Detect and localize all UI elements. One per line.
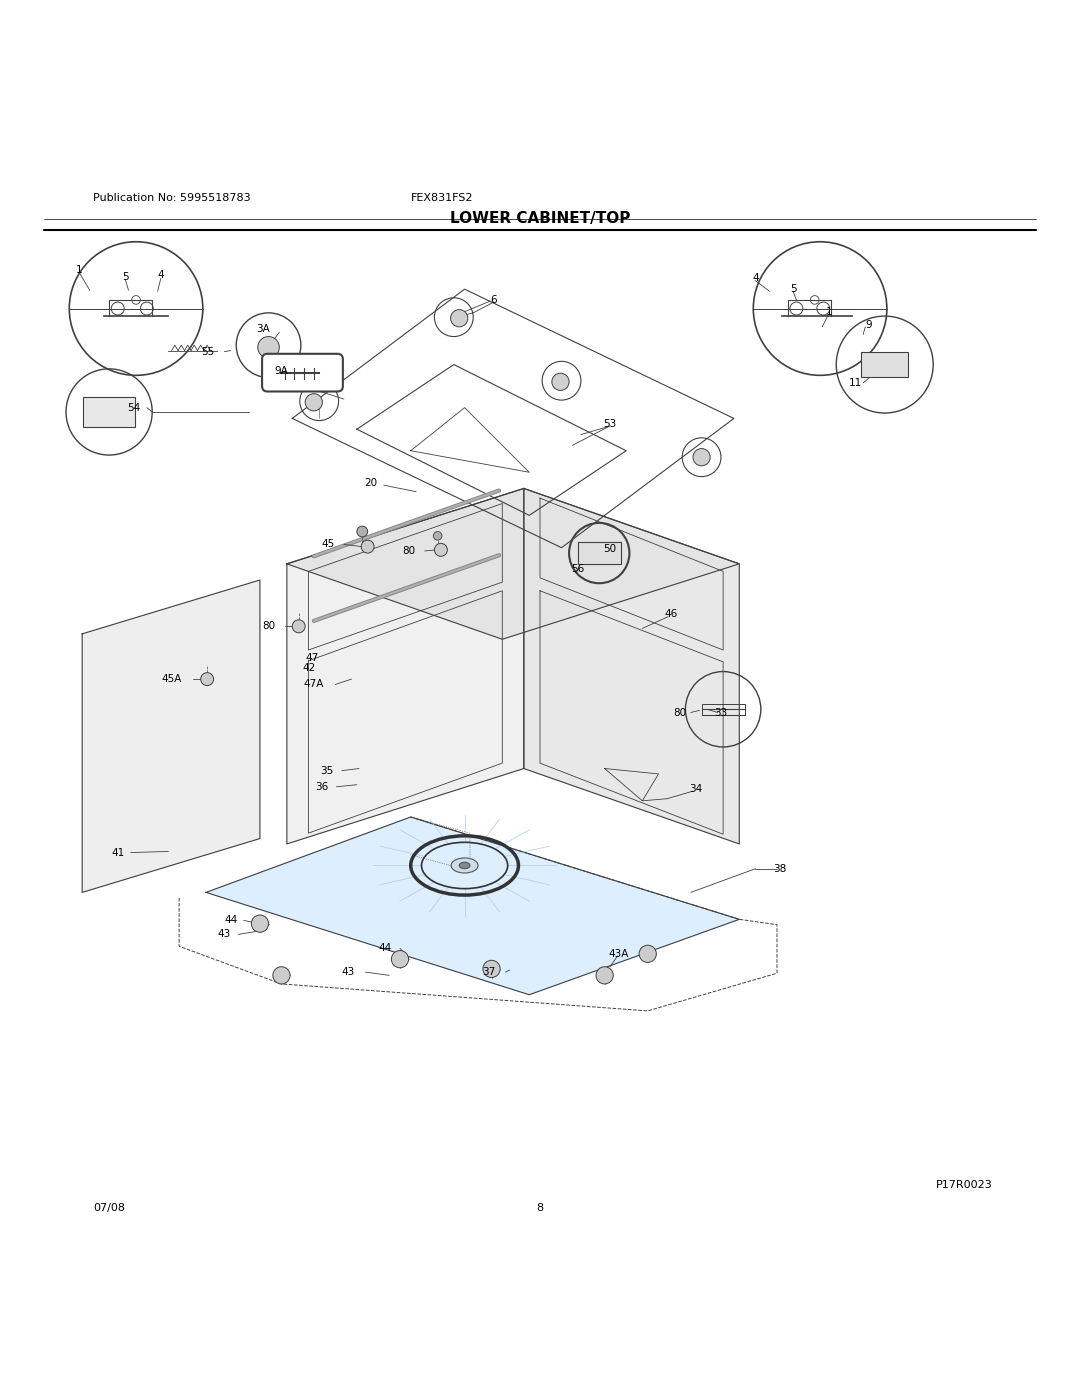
Text: 11: 11: [849, 377, 862, 388]
Bar: [578, 542, 621, 564]
Text: 35: 35: [320, 766, 334, 775]
Text: 44: 44: [225, 915, 238, 925]
Circle shape: [693, 448, 711, 465]
Text: 07/08: 07/08: [93, 1203, 125, 1213]
Bar: [861, 352, 908, 377]
Text: 36: 36: [314, 782, 328, 792]
Text: 33: 33: [714, 707, 728, 718]
Circle shape: [483, 960, 500, 978]
Text: 5: 5: [122, 272, 129, 282]
Text: 50: 50: [604, 543, 617, 553]
Text: 54: 54: [127, 402, 140, 412]
Polygon shape: [206, 817, 740, 995]
Text: 45A: 45A: [161, 675, 181, 685]
Polygon shape: [524, 489, 740, 844]
Text: 6: 6: [490, 295, 497, 305]
Text: 38: 38: [773, 863, 787, 873]
Text: LOWER CABINET/TOP: LOWER CABINET/TOP: [449, 211, 631, 225]
Text: 41: 41: [111, 848, 124, 858]
Text: 9A: 9A: [274, 366, 288, 376]
Text: Publication No: 5995518783: Publication No: 5995518783: [93, 193, 251, 203]
Text: 43: 43: [341, 967, 355, 977]
Text: 44: 44: [378, 943, 392, 953]
Text: 47A: 47A: [303, 679, 324, 690]
Text: 1: 1: [825, 307, 832, 317]
Text: 56: 56: [571, 564, 584, 574]
Circle shape: [391, 950, 408, 968]
Text: 4: 4: [158, 270, 164, 281]
Text: 80: 80: [674, 707, 687, 718]
Text: 4: 4: [752, 274, 759, 284]
Text: 43: 43: [218, 929, 231, 939]
Circle shape: [258, 337, 280, 358]
Text: 80: 80: [262, 622, 275, 631]
Polygon shape: [287, 489, 524, 844]
Text: FEX831FS2: FEX831FS2: [410, 193, 473, 203]
Circle shape: [356, 527, 367, 536]
Polygon shape: [287, 489, 740, 640]
Circle shape: [361, 541, 374, 553]
Text: 80: 80: [402, 546, 415, 556]
Ellipse shape: [459, 862, 470, 869]
Circle shape: [201, 672, 214, 686]
Ellipse shape: [451, 858, 478, 873]
Text: 37: 37: [482, 967, 495, 977]
Circle shape: [433, 531, 442, 541]
FancyBboxPatch shape: [262, 353, 342, 391]
Bar: [83, 397, 135, 427]
Circle shape: [596, 967, 613, 983]
Circle shape: [639, 946, 657, 963]
Text: 47: 47: [305, 652, 319, 662]
Polygon shape: [82, 580, 260, 893]
Text: 34: 34: [689, 784, 703, 793]
Text: 46: 46: [665, 609, 678, 619]
Text: 55: 55: [202, 346, 215, 356]
Text: 53: 53: [604, 419, 617, 429]
Text: 3A: 3A: [256, 324, 270, 334]
Text: 45: 45: [321, 539, 335, 549]
Text: P17R0023: P17R0023: [935, 1180, 993, 1190]
Text: 8: 8: [537, 1203, 543, 1213]
Circle shape: [252, 915, 269, 932]
Circle shape: [306, 394, 323, 411]
Circle shape: [293, 620, 306, 633]
Text: 1: 1: [76, 265, 82, 275]
Text: 20: 20: [364, 478, 377, 488]
Text: 5: 5: [789, 284, 796, 295]
Circle shape: [434, 543, 447, 556]
Text: 42: 42: [302, 664, 316, 673]
Text: 43A: 43A: [608, 949, 629, 958]
Circle shape: [273, 967, 291, 983]
Circle shape: [450, 310, 468, 327]
Circle shape: [552, 373, 569, 390]
Text: 9: 9: [865, 320, 872, 330]
